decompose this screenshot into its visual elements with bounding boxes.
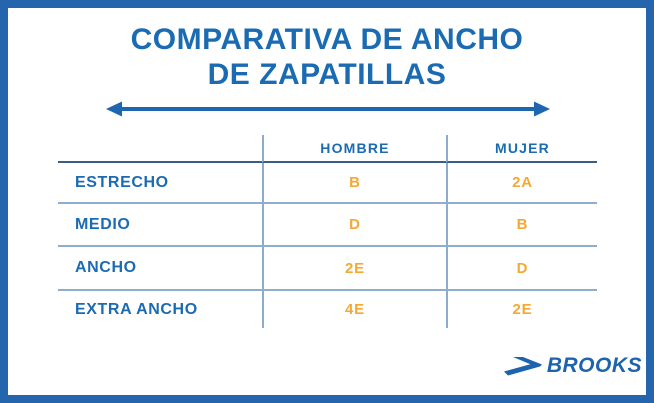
- width-value-hombre: B: [262, 163, 446, 204]
- brooks-wordmark: BROOKS: [546, 354, 642, 377]
- title-line-1: COMPARATIVA DE ANCHO: [130, 23, 524, 56]
- width-value-hombre: 2E: [262, 247, 446, 291]
- row-label-ancho: ANCHO: [58, 247, 262, 291]
- row-label-extra-ancho: EXTRA ANCHO: [75, 300, 198, 318]
- page-title: COMPARATIVA DE ANCHO DE ZAPATILLAS: [0, 22, 654, 92]
- title-line-2: DE ZAPATILLAS: [207, 58, 447, 91]
- row-label-estrecho: ESTRECHO: [58, 163, 262, 204]
- brooks-logo: BROOKS: [503, 354, 642, 378]
- width-value-hombre: D: [262, 204, 446, 247]
- width-value-mujer: 2E: [446, 291, 597, 328]
- column-header-hombre: HOMBRE: [262, 135, 446, 163]
- width-value-mujer: D: [446, 247, 597, 291]
- width-range-arrow-icon: [106, 100, 550, 118]
- width-value-hombre: 4E: [262, 291, 446, 328]
- row-label-medio: MEDIO: [58, 204, 262, 247]
- width-value-mujer: B: [446, 204, 597, 247]
- column-header-empty: [58, 135, 262, 163]
- column-header-mujer: MUJER: [446, 135, 597, 163]
- brooks-chevron-icon: [503, 356, 542, 376]
- width-table: HOMBRE MUJER ESTRECHO B 2A MEDIO D B ANC…: [58, 135, 597, 328]
- width-value-mujer: 2A: [446, 163, 597, 204]
